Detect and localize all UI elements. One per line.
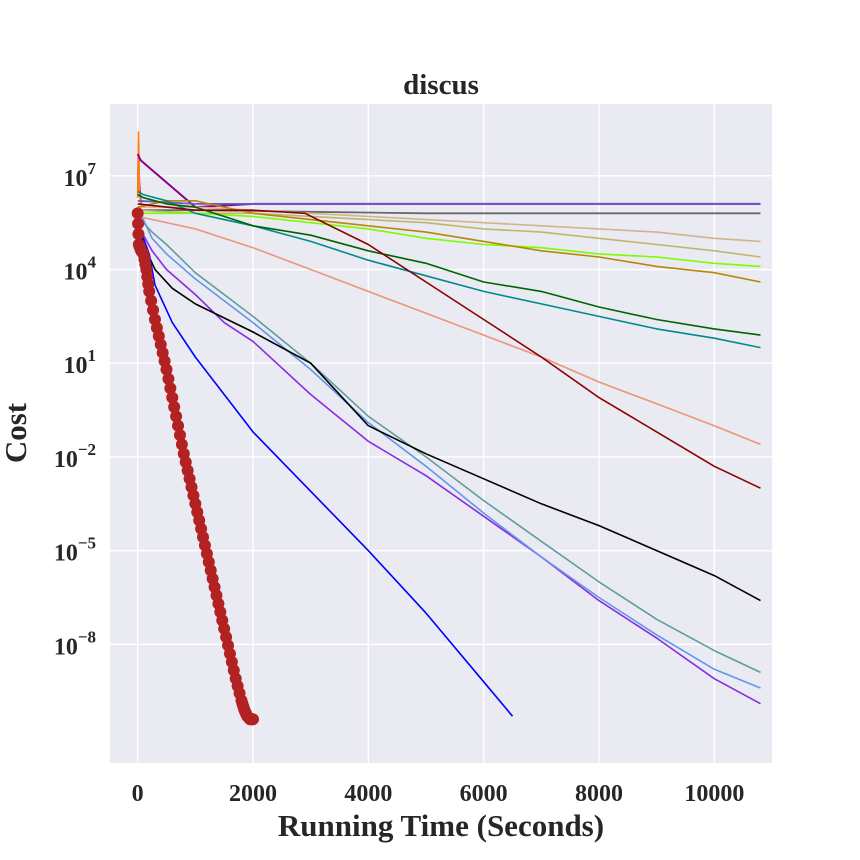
plot-background <box>110 104 772 763</box>
series-marker-dark-red-fast <box>143 285 156 298</box>
series-marker-dark-red-fast <box>175 438 188 451</box>
y-tick-exponent: 1 <box>88 346 97 365</box>
x-tick-label: 6000 <box>460 781 508 807</box>
y-tick-label: 101 <box>64 346 97 379</box>
series-marker-dark-red-fast <box>162 372 175 385</box>
x-axis-label: Running Time (Seconds) <box>278 808 604 843</box>
series-line-cornflower-blue <box>137 212 761 689</box>
y-tick-label: 10−2 <box>54 440 96 473</box>
series-line-dark-goldenrod <box>137 200 761 283</box>
series-marker-dark-red-fast <box>145 294 158 307</box>
series-line-lawn-green <box>137 212 761 268</box>
y-tick-label: 107 <box>64 159 97 192</box>
x-tick-label: 4000 <box>344 781 392 807</box>
series-line-dark-red <box>137 203 761 489</box>
y-tick-base: 10 <box>64 260 88 286</box>
series-line-cadet-blue <box>137 215 761 674</box>
y-tick-base: 10 <box>54 447 78 473</box>
series-line-slate-blue <box>137 199 761 205</box>
y-tick-exponent: −8 <box>78 627 96 646</box>
series-line-blue-violet <box>137 225 761 705</box>
y-tick-label: 10−8 <box>54 627 96 660</box>
y-tick-label: 104 <box>64 253 97 286</box>
series-marker-dark-red-fast <box>168 400 181 413</box>
series-layer <box>131 131 761 726</box>
series-line-dark-cyan <box>137 190 761 349</box>
series-marker-dark-red-fast <box>170 410 183 423</box>
series-marker-dark-red-fast <box>132 228 145 241</box>
y-tick-base: 10 <box>64 353 88 379</box>
y-axis-label: Cost <box>0 402 33 463</box>
y-tick-base: 10 <box>54 541 78 567</box>
x-tick-label: 0 <box>132 781 144 807</box>
series-marker-dark-red-fast <box>247 713 260 726</box>
x-tick-label: 2000 <box>229 781 277 807</box>
x-tick-label: 8000 <box>575 781 623 807</box>
series-line-dark-salmon <box>137 215 761 446</box>
series-marker-dark-red-fast <box>160 363 173 376</box>
series-marker-dark-red-fast <box>173 429 186 442</box>
y-tick-exponent: −5 <box>78 534 96 553</box>
x-tick-labels: 0 2000 4000 6000 8000 10000 <box>132 781 745 807</box>
series-marker-dark-red-fast <box>164 382 177 395</box>
series-marker-dark-red-fast <box>132 217 145 230</box>
y-tick-base: 10 <box>64 166 88 192</box>
series-marker-dark-red-fast <box>166 391 179 404</box>
y-tick-label: 10−5 <box>54 534 96 567</box>
series-line-dark-khaki <box>137 209 761 258</box>
series-line-orange-spike <box>136 131 142 204</box>
series-marker-dark-red-fast <box>172 419 185 432</box>
chart-title: discus <box>403 69 479 101</box>
series-marker-dark-red-fast <box>131 207 144 220</box>
series-line-dark-green <box>137 193 761 336</box>
series-marker-dark-red-fast <box>147 304 160 317</box>
series-line-black <box>136 228 761 602</box>
y-tick-exponent: 7 <box>88 159 97 178</box>
y-tick-base: 10 <box>54 634 78 660</box>
x-tick-label: 10000 <box>684 781 744 807</box>
y-tick-exponent: −2 <box>78 440 96 459</box>
y-tick-exponent: 4 <box>88 253 97 272</box>
